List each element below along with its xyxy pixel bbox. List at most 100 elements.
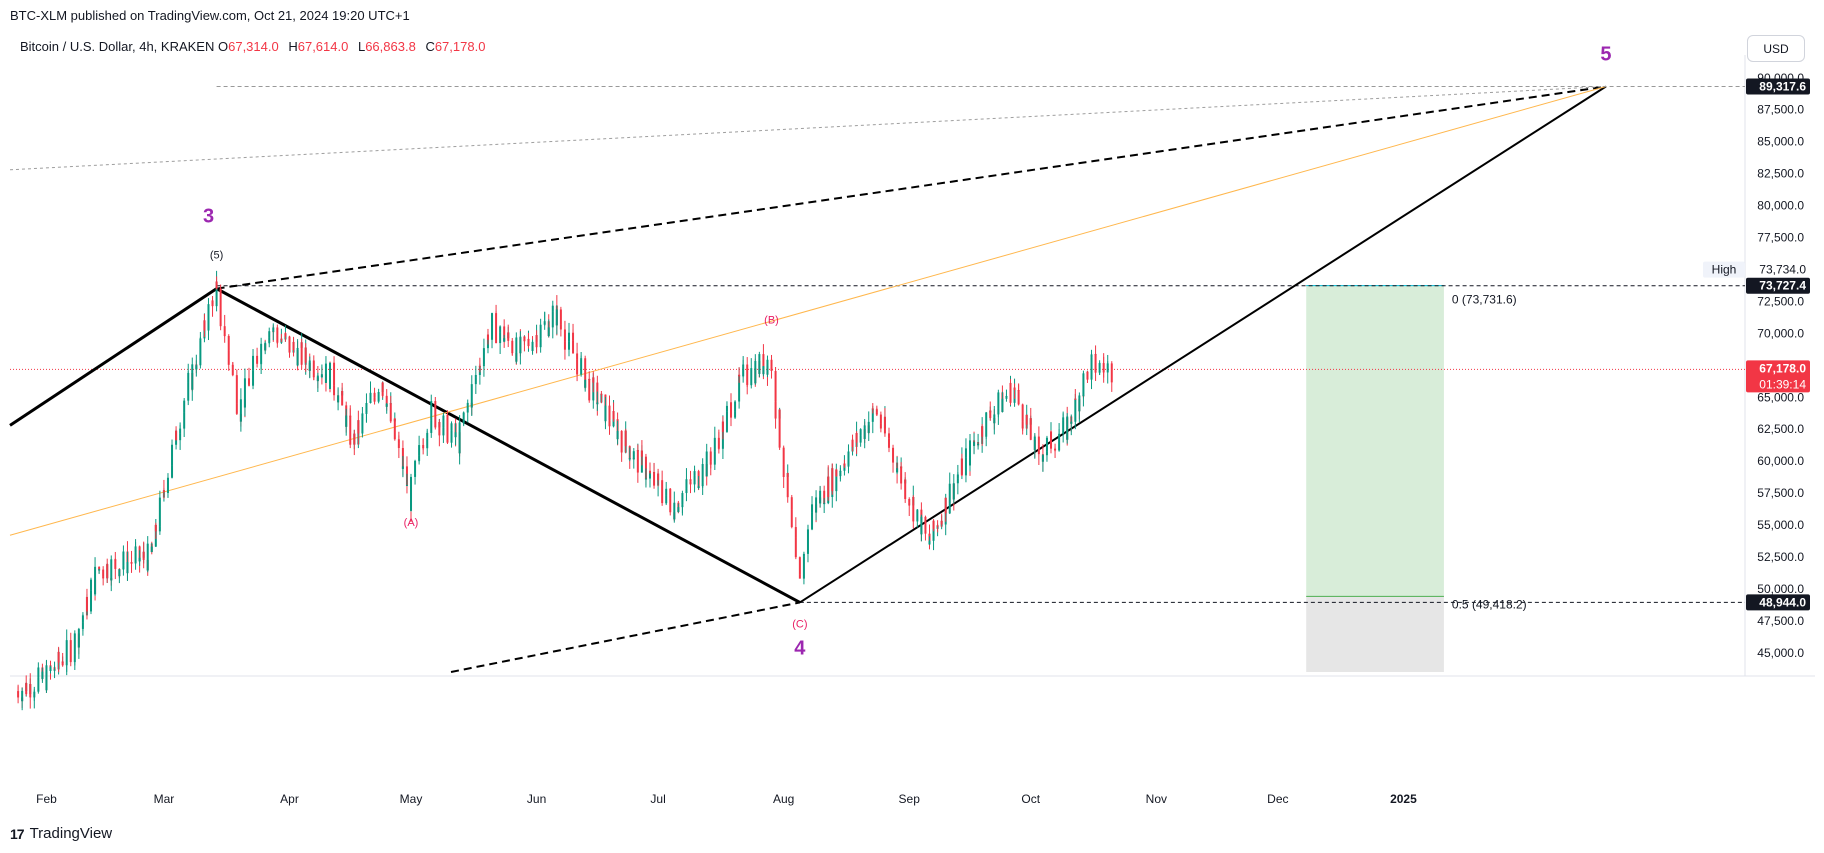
candle-body: [835, 469, 838, 477]
candle-body: [685, 479, 688, 489]
lower-channel-line: [450, 601, 801, 673]
candle-body: [57, 651, 60, 663]
candle-body: [292, 341, 295, 351]
candle-body: [377, 391, 380, 395]
candle-body: [110, 559, 113, 581]
candle-body: [393, 418, 396, 440]
candle-body: [851, 439, 854, 447]
candle-body: [138, 557, 141, 562]
candle-body: [195, 365, 198, 370]
candle-body: [179, 428, 182, 434]
candle-body: [316, 375, 319, 382]
candle-body: [523, 336, 526, 342]
candle-body: [486, 334, 489, 340]
x-tick-label: 2025: [1390, 792, 1417, 806]
candle-body: [973, 442, 976, 446]
candle-body: [644, 456, 647, 480]
candle-body: [154, 524, 157, 532]
candle-body: [1021, 404, 1024, 422]
candle-body: [985, 412, 988, 436]
candle-body: [875, 412, 878, 415]
candle-body: [908, 498, 911, 503]
candle-body: [389, 403, 392, 422]
candle-body: [632, 451, 635, 460]
candle-body: [106, 564, 109, 579]
candle-body: [527, 338, 530, 347]
currency-button[interactable]: USD: [1747, 35, 1805, 62]
candle-body: [102, 569, 105, 577]
candle-body: [430, 401, 433, 421]
candle-body: [252, 355, 255, 371]
candle-body: [843, 463, 846, 466]
candle-body: [414, 460, 417, 474]
x-tick-label: Mar: [154, 792, 175, 806]
candle-body: [547, 327, 550, 336]
candle-body: [385, 403, 388, 407]
candle-body: [158, 497, 161, 527]
y-tick-label: 77,500.0: [1757, 231, 1804, 245]
candle-body: [839, 470, 842, 472]
candle-body: [1009, 382, 1012, 403]
candle-body: [693, 471, 696, 476]
candle-body: [649, 470, 651, 473]
candle-body: [61, 661, 64, 666]
candle-body: [239, 399, 242, 422]
candle-body: [709, 461, 712, 465]
candle-body: [1070, 421, 1073, 424]
candle-body: [811, 504, 814, 513]
candle-body: [276, 335, 279, 343]
candle-body: [365, 402, 368, 413]
orange-trendline: [9, 86, 1607, 536]
candle-body: [924, 529, 927, 534]
candle-body: [940, 520, 943, 525]
candle-body: [721, 421, 724, 432]
minor-wave-label: (5): [210, 250, 223, 262]
candle-body: [122, 551, 125, 566]
candle-body: [296, 347, 299, 366]
x-tick-label: Oct: [1021, 792, 1040, 806]
candle-body: [754, 360, 757, 384]
candle-body: [90, 579, 93, 591]
price-tag-box: [1746, 277, 1810, 294]
candle-body: [410, 476, 413, 511]
candle-body: [689, 481, 692, 485]
candle-body: [572, 340, 575, 354]
candle-body: [928, 540, 931, 545]
candle-body: [559, 324, 562, 330]
candle-body: [960, 458, 963, 476]
candle-body: [268, 331, 271, 338]
candle-body: [802, 553, 805, 557]
candle-body: [1050, 431, 1053, 449]
candle-body: [636, 450, 639, 473]
candle-body: [102, 576, 105, 579]
candle-body: [653, 472, 656, 486]
candle-body: [171, 444, 174, 466]
candle-body: [187, 382, 190, 401]
candle-body: [312, 375, 315, 378]
minor-wave-label: (B): [764, 314, 779, 326]
candle-body: [624, 430, 627, 447]
candle-body: [758, 354, 761, 374]
ohlc-key: C: [425, 39, 435, 54]
candle-body: [373, 397, 376, 402]
candle-body: [551, 305, 554, 312]
high-label-text: High: [1712, 263, 1737, 277]
candle-body: [819, 490, 822, 504]
candle-body: [252, 370, 255, 386]
candle-body: [644, 478, 647, 480]
candle-body: [478, 365, 481, 367]
primary-wave-label: 3: [203, 206, 214, 228]
candle-body: [183, 412, 186, 429]
x-tick-label: Dec: [1267, 792, 1288, 806]
candle-body: [470, 384, 473, 408]
candle-body: [1045, 437, 1048, 452]
candle-body: [782, 464, 785, 477]
candle-body: [426, 432, 429, 439]
candle-body: [397, 443, 400, 449]
candle-body: [98, 566, 101, 570]
candle-body: [37, 677, 40, 692]
ohlc-key: O: [217, 39, 229, 54]
candle-body: [247, 384, 250, 386]
candle-body: [535, 335, 538, 348]
